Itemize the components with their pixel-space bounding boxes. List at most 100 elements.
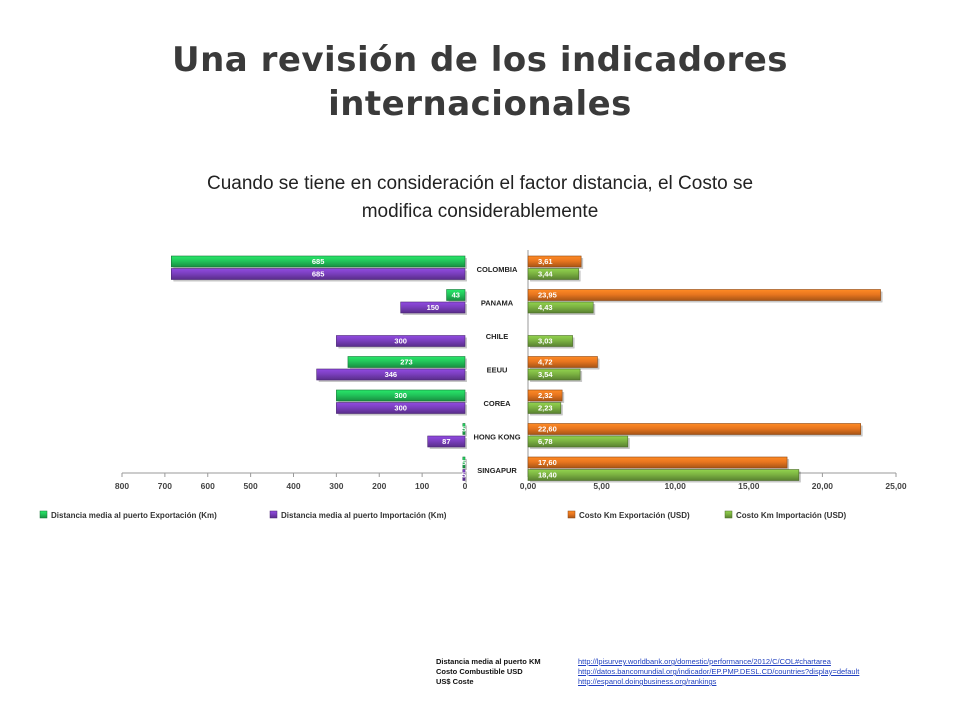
bar-label-left: 87 — [442, 437, 450, 446]
category-label: CHILE — [486, 332, 509, 341]
bar-label-right: 3,44 — [538, 270, 553, 279]
bar-label-right: 17,60 — [538, 458, 557, 467]
bar-left — [462, 469, 466, 481]
bar-left-shadow — [464, 471, 467, 483]
page-title: Una revisión de los indicadores internac… — [0, 38, 960, 126]
bar-left — [462, 423, 466, 435]
bar-label-left: 300 — [394, 391, 407, 400]
category-label: COLOMBIA — [477, 265, 518, 274]
bar-label-right: 2,23 — [538, 404, 553, 413]
bar-label-left: 5 — [462, 471, 466, 480]
comparison-chart: 800 700 600 500 400 300 200 100 0 0,00 5,00 10,00 15… — [39, 250, 907, 520]
bar-label-left: 273 — [400, 358, 413, 367]
bar-left — [171, 255, 466, 268]
bar-label-right: 3,54 — [538, 370, 553, 379]
bar-left-shadow — [464, 425, 467, 437]
bar-right — [527, 356, 598, 368]
bar-label-left: 300 — [394, 337, 407, 346]
legend-left-export-swatch — [39, 510, 48, 519]
x-tick-label-left: 500 — [244, 481, 258, 491]
x-tick-label-left: 700 — [158, 481, 172, 491]
source-label: US$ Coste — [436, 677, 474, 686]
x-tick-label-left: 800 — [115, 481, 129, 491]
bar-left — [171, 268, 466, 280]
x-tick-label-right: 0,00 — [520, 481, 537, 491]
bar-right — [527, 456, 788, 469]
legend-left-export-label: Distancia media al puerto Exportación (K… — [51, 511, 217, 520]
source-row: US$ Coste http://espanol.doingbusiness.o… — [436, 677, 859, 687]
x-tick-label-right: 5,00 — [593, 481, 610, 491]
subtitle-line-2: modifica considerablemente — [361, 201, 599, 222]
bar-right — [527, 389, 563, 402]
category-label: SINGAPUR — [477, 466, 517, 475]
bar-right — [527, 268, 579, 280]
category-label: EEUU — [487, 366, 508, 375]
category-label: PANAMA — [481, 299, 514, 308]
bar-label-right: 22,60 — [538, 425, 557, 434]
bar-label-left: 5 — [462, 425, 466, 434]
bar-label-left: 685 — [312, 270, 325, 279]
subtitle-line-1: Cuando se tiene en consideración el fact… — [206, 173, 754, 194]
x-tick-label-right: 10,00 — [665, 481, 687, 491]
bar-right — [527, 335, 573, 347]
bar-right — [527, 255, 582, 268]
bar-label-right: 23,95 — [538, 291, 557, 300]
bar-right — [527, 289, 881, 301]
title-line-1: Una revisión de los indicadores — [171, 40, 789, 80]
bar-left — [316, 368, 466, 381]
bar-left — [336, 335, 466, 347]
bar-right — [527, 469, 800, 481]
title-line-2: internacionales — [328, 84, 632, 124]
bar-label-left: 5 — [462, 458, 466, 467]
bar-left — [462, 456, 466, 469]
bar-label-right: 2,32 — [538, 391, 553, 400]
bar-left — [336, 402, 466, 414]
legend-right-import-swatch — [724, 510, 733, 519]
category-label: COREA — [483, 399, 511, 408]
bar-right — [527, 402, 562, 414]
bar-label-right: 3,03 — [538, 337, 553, 346]
x-tick-label-right: 25,00 — [885, 481, 907, 491]
bar-label-right: 6,78 — [538, 437, 553, 446]
bar-right — [527, 423, 861, 435]
bar-left — [446, 289, 466, 301]
source-link[interactable]: http://espanol.doingbusiness.org/ranking… — [578, 677, 717, 686]
x-tick-label-left: 0 — [463, 481, 468, 491]
sources-block: Distancia media al puerto KM http://lpis… — [436, 657, 859, 687]
bar-left-shadow — [464, 459, 467, 470]
bar-label-left: 300 — [394, 404, 407, 413]
legend-right-export-label: Costo Km Exportación (USD) — [579, 511, 690, 520]
bar-left — [427, 435, 466, 448]
bar-left — [347, 356, 466, 368]
legend-right-export-swatch — [567, 510, 576, 519]
source-row: Distancia media al puerto KM http://lpis… — [436, 657, 859, 667]
legend-left-import-label: Distancia media al puerto Importación (K… — [281, 511, 447, 520]
x-tick-label-left: 100 — [415, 481, 429, 491]
source-row: Costo Combustible USD http://datos.banco… — [436, 667, 859, 677]
x-tick-label-left: 400 — [286, 481, 300, 491]
bar-label-right: 4,72 — [538, 358, 553, 367]
x-tick-label-left: 200 — [372, 481, 386, 491]
subtitle: Cuando se tiene en consideración el fact… — [120, 170, 840, 226]
x-tick-label-right: 15,00 — [738, 481, 760, 491]
bar-label-left: 685 — [312, 257, 325, 266]
x-tick-label-left: 300 — [329, 481, 343, 491]
source-label: Costo Combustible USD — [436, 667, 523, 676]
source-link[interactable]: http://datos.bancomundial.org/indicador/… — [578, 667, 860, 676]
source-link[interactable]: http://lpisurvey.worldbank.org/domestic/… — [578, 657, 831, 666]
bar-label-right: 3,61 — [538, 257, 553, 266]
legend-right-import-label: Costo Km Importación (USD) — [736, 511, 847, 520]
bar-left — [336, 389, 466, 402]
bar-label-left: 346 — [385, 370, 398, 379]
bar-right — [527, 435, 629, 448]
bar-left — [400, 301, 466, 314]
bar-label-left: 150 — [427, 303, 440, 312]
bar-label-left: 43 — [452, 291, 460, 300]
category-label: HONG KONG — [473, 433, 520, 442]
bar-right — [527, 368, 581, 381]
bar-label-right: 18,40 — [538, 471, 557, 480]
x-tick-label-left: 600 — [201, 481, 215, 491]
x-tick-label-right: 20,00 — [812, 481, 834, 491]
legend-left-import-swatch — [269, 510, 278, 519]
bar-label-right: 4,43 — [538, 303, 553, 312]
